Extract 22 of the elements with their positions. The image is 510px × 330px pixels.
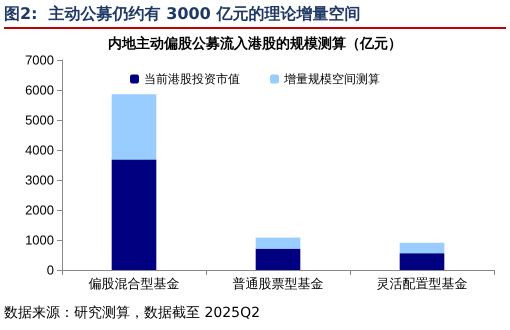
x-tick-label: 灵活配置型基金 — [376, 277, 468, 292]
y-tick-label: 2000 — [25, 202, 54, 218]
y-tick-label: 1000 — [25, 232, 54, 248]
y-tick-label: 5000 — [25, 112, 54, 128]
y-tick-label: 3000 — [25, 172, 54, 188]
x-tick-label: 普通股票型基金 — [232, 276, 324, 292]
legend-label: 当前港股投资市值 — [144, 72, 240, 86]
chart-title: 图2: 主动公募仍约有 3000 亿元的理论增量空间 — [4, 4, 506, 29]
bar — [400, 253, 444, 270]
source-note: 数据来源：研究测算，数据截至 2025Q2 — [4, 304, 260, 322]
bar — [400, 242, 444, 254]
y-tick-label: 7000 — [25, 52, 54, 68]
x-tick-label: 偏股混合型基金 — [88, 277, 180, 292]
y-tick-label: 6000 — [25, 82, 54, 98]
bar — [112, 160, 156, 270]
legend-label: 增量规模空间测算 — [283, 72, 380, 86]
bar — [256, 238, 300, 249]
chart-subtitle: 内地主动偏股公募流入港股的规模测算（亿元） — [108, 35, 402, 52]
bar — [112, 94, 156, 160]
y-tick-label: 4000 — [25, 142, 54, 158]
y-tick-label: 0 — [46, 262, 54, 278]
bar — [256, 248, 300, 270]
